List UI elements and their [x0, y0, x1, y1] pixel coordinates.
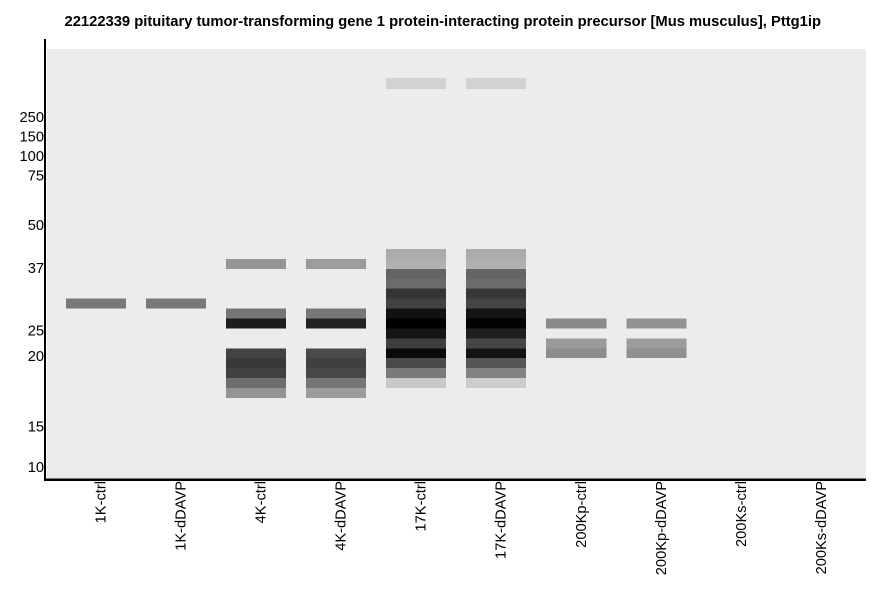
svg-text:10: 10	[28, 460, 44, 476]
svg-text:75: 75	[28, 169, 44, 185]
svg-text:17K-ctrl: 17K-ctrl	[414, 481, 430, 532]
svg-text:50: 50	[28, 218, 44, 234]
svg-text:150: 150	[20, 130, 44, 146]
svg-text:200Kp-ctrl: 200Kp-ctrl	[574, 481, 590, 548]
svg-text:200Kp-dDAVP: 200Kp-dDAVP	[654, 481, 670, 575]
svg-text:200Ks-dDAVP: 200Ks-dDAVP	[814, 481, 830, 574]
svg-text:17K-dDAVP: 17K-dDAVP	[494, 481, 510, 559]
svg-text:22122339 pituitary tumor-trans: 22122339 pituitary tumor-transforming ge…	[65, 14, 821, 30]
svg-text:1K-ctrl: 1K-ctrl	[94, 481, 110, 523]
svg-text:4K-dDAVP: 4K-dDAVP	[334, 481, 350, 551]
svg-text:250: 250	[20, 110, 44, 126]
svg-text:20: 20	[28, 349, 44, 365]
svg-text:25: 25	[28, 324, 44, 340]
svg-text:37: 37	[28, 261, 44, 277]
svg-text:1K-dDAVP: 1K-dDAVP	[174, 481, 190, 551]
svg-text:100: 100	[20, 149, 44, 165]
svg-text:4K-ctrl: 4K-ctrl	[254, 481, 270, 523]
svg-text:200Ks-ctrl: 200Ks-ctrl	[734, 481, 750, 547]
svg-text:15: 15	[28, 420, 44, 436]
